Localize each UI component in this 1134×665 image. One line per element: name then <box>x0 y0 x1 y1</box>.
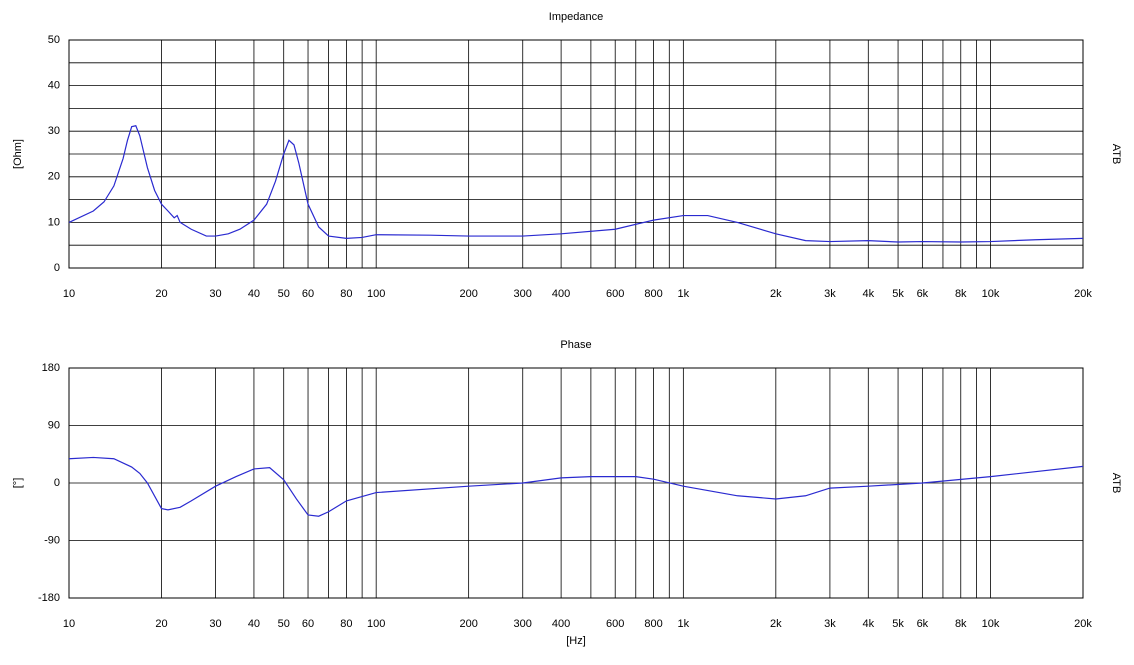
x-tick-label: 10 <box>63 288 75 300</box>
x-tick-label: 10k <box>982 618 1000 630</box>
x-tick-label: 4k <box>862 288 874 300</box>
x-tick-label: 3k <box>824 618 836 630</box>
x-tick-label: 600 <box>606 618 624 630</box>
x-tick-label: 40 <box>248 288 260 300</box>
x-tick-label: 4k <box>862 618 874 630</box>
chart-title: Impedance <box>549 11 603 23</box>
x-tick-label: 3k <box>824 288 836 300</box>
x-tick-label: 20k <box>1074 288 1092 300</box>
x-tick-label: 20 <box>155 618 167 630</box>
x-tick-label: 8k <box>955 618 967 630</box>
x-tick-label: 1k <box>678 288 690 300</box>
side-label: ATB <box>1110 473 1122 494</box>
x-tick-label: 50 <box>278 618 290 630</box>
data-line <box>68 125 1084 243</box>
x-tick-label: 200 <box>459 618 477 630</box>
x-tick-label: 1k <box>678 618 690 630</box>
x-tick-label: 100 <box>367 618 385 630</box>
x-tick-label: 600 <box>606 288 624 300</box>
plot-frame <box>68 39 1084 269</box>
y-tick-label: 40 <box>48 80 60 92</box>
x-tick-label: 80 <box>340 288 352 300</box>
x-tick-label: 6k <box>917 288 929 300</box>
side-label: ATB <box>1110 144 1122 165</box>
x-tick-label: 10k <box>982 288 1000 300</box>
y-tick-label: -180 <box>38 592 60 604</box>
x-tick-label: 30 <box>209 288 221 300</box>
y-tick-label: 180 <box>42 362 60 374</box>
y-tick-label: 0 <box>54 262 60 274</box>
data-line <box>68 456 1084 517</box>
x-tick-label: 6k <box>917 618 929 630</box>
x-tick-label: 5k <box>892 618 904 630</box>
chart-title: Phase <box>560 339 591 351</box>
x-tick-label: 400 <box>552 288 570 300</box>
x-tick-label: 300 <box>514 288 532 300</box>
y-tick-label: -90 <box>44 534 60 546</box>
y-tick-label: 10 <box>48 216 60 228</box>
x-tick-label: 8k <box>955 288 967 300</box>
x-tick-label: 5k <box>892 288 904 300</box>
x-tick-label: 2k <box>770 618 782 630</box>
x-tick-label: 30 <box>209 618 221 630</box>
x-tick-label: 40 <box>248 618 260 630</box>
x-tick-label: 50 <box>278 288 290 300</box>
x-tick-label: 10 <box>63 618 75 630</box>
x-tick-label: 100 <box>367 288 385 300</box>
y-tick-label: 30 <box>48 125 60 137</box>
x-tick-label: 80 <box>340 618 352 630</box>
x-tick-label: 200 <box>459 288 477 300</box>
y-tick-label: 20 <box>48 171 60 183</box>
x-tick-label: 60 <box>302 288 314 300</box>
x-tick-label: 800 <box>644 288 662 300</box>
x-tick-label: 20 <box>155 288 167 300</box>
y-tick-label: 90 <box>48 419 60 431</box>
x-tick-label: 20k <box>1074 618 1092 630</box>
x-tick-label: 800 <box>644 618 662 630</box>
plot-frame <box>68 367 1084 599</box>
x-tick-label: 300 <box>514 618 532 630</box>
x-tick-label: 60 <box>302 618 314 630</box>
y-tick-label: 50 <box>48 34 60 46</box>
x-axis-label: [Hz] <box>566 635 586 647</box>
x-tick-label: 2k <box>770 288 782 300</box>
y-axis-label: [°] <box>12 478 24 489</box>
y-tick-label: 0 <box>54 477 60 489</box>
x-tick-label: 400 <box>552 618 570 630</box>
y-axis-label: [Ohm] <box>12 139 24 169</box>
